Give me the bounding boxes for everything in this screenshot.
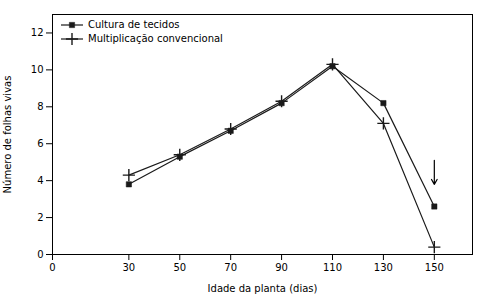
html-text:Multiplicação convencional: Multiplicação convencional: [88, 33, 223, 44]
svg-text:Idade da planta (dias): Idade da planta (dias): [208, 283, 318, 294]
svg-text:4: 4: [37, 175, 43, 186]
svg-text:130: 130: [374, 262, 393, 273]
svg-text:30: 30: [122, 262, 135, 273]
svg-text:10: 10: [31, 64, 44, 75]
svg-text:12: 12: [31, 27, 44, 38]
svg-text:0: 0: [37, 249, 43, 260]
svg-text:8: 8: [37, 101, 43, 112]
svg-text:2: 2: [37, 212, 43, 223]
svg-text:90: 90: [275, 262, 288, 273]
svg-text:70: 70: [224, 262, 237, 273]
svg-text:0: 0: [49, 262, 55, 273]
svg-text:110: 110: [323, 262, 342, 273]
svg-text:Número de folhas vivas: Número de folhas vivas: [2, 76, 13, 194]
html-text:Cultura de tecidos: Cultura de tecidos: [88, 19, 180, 30]
svg-text:150: 150: [425, 262, 444, 273]
svg-text:6: 6: [37, 138, 43, 149]
svg-text:50: 50: [173, 262, 186, 273]
